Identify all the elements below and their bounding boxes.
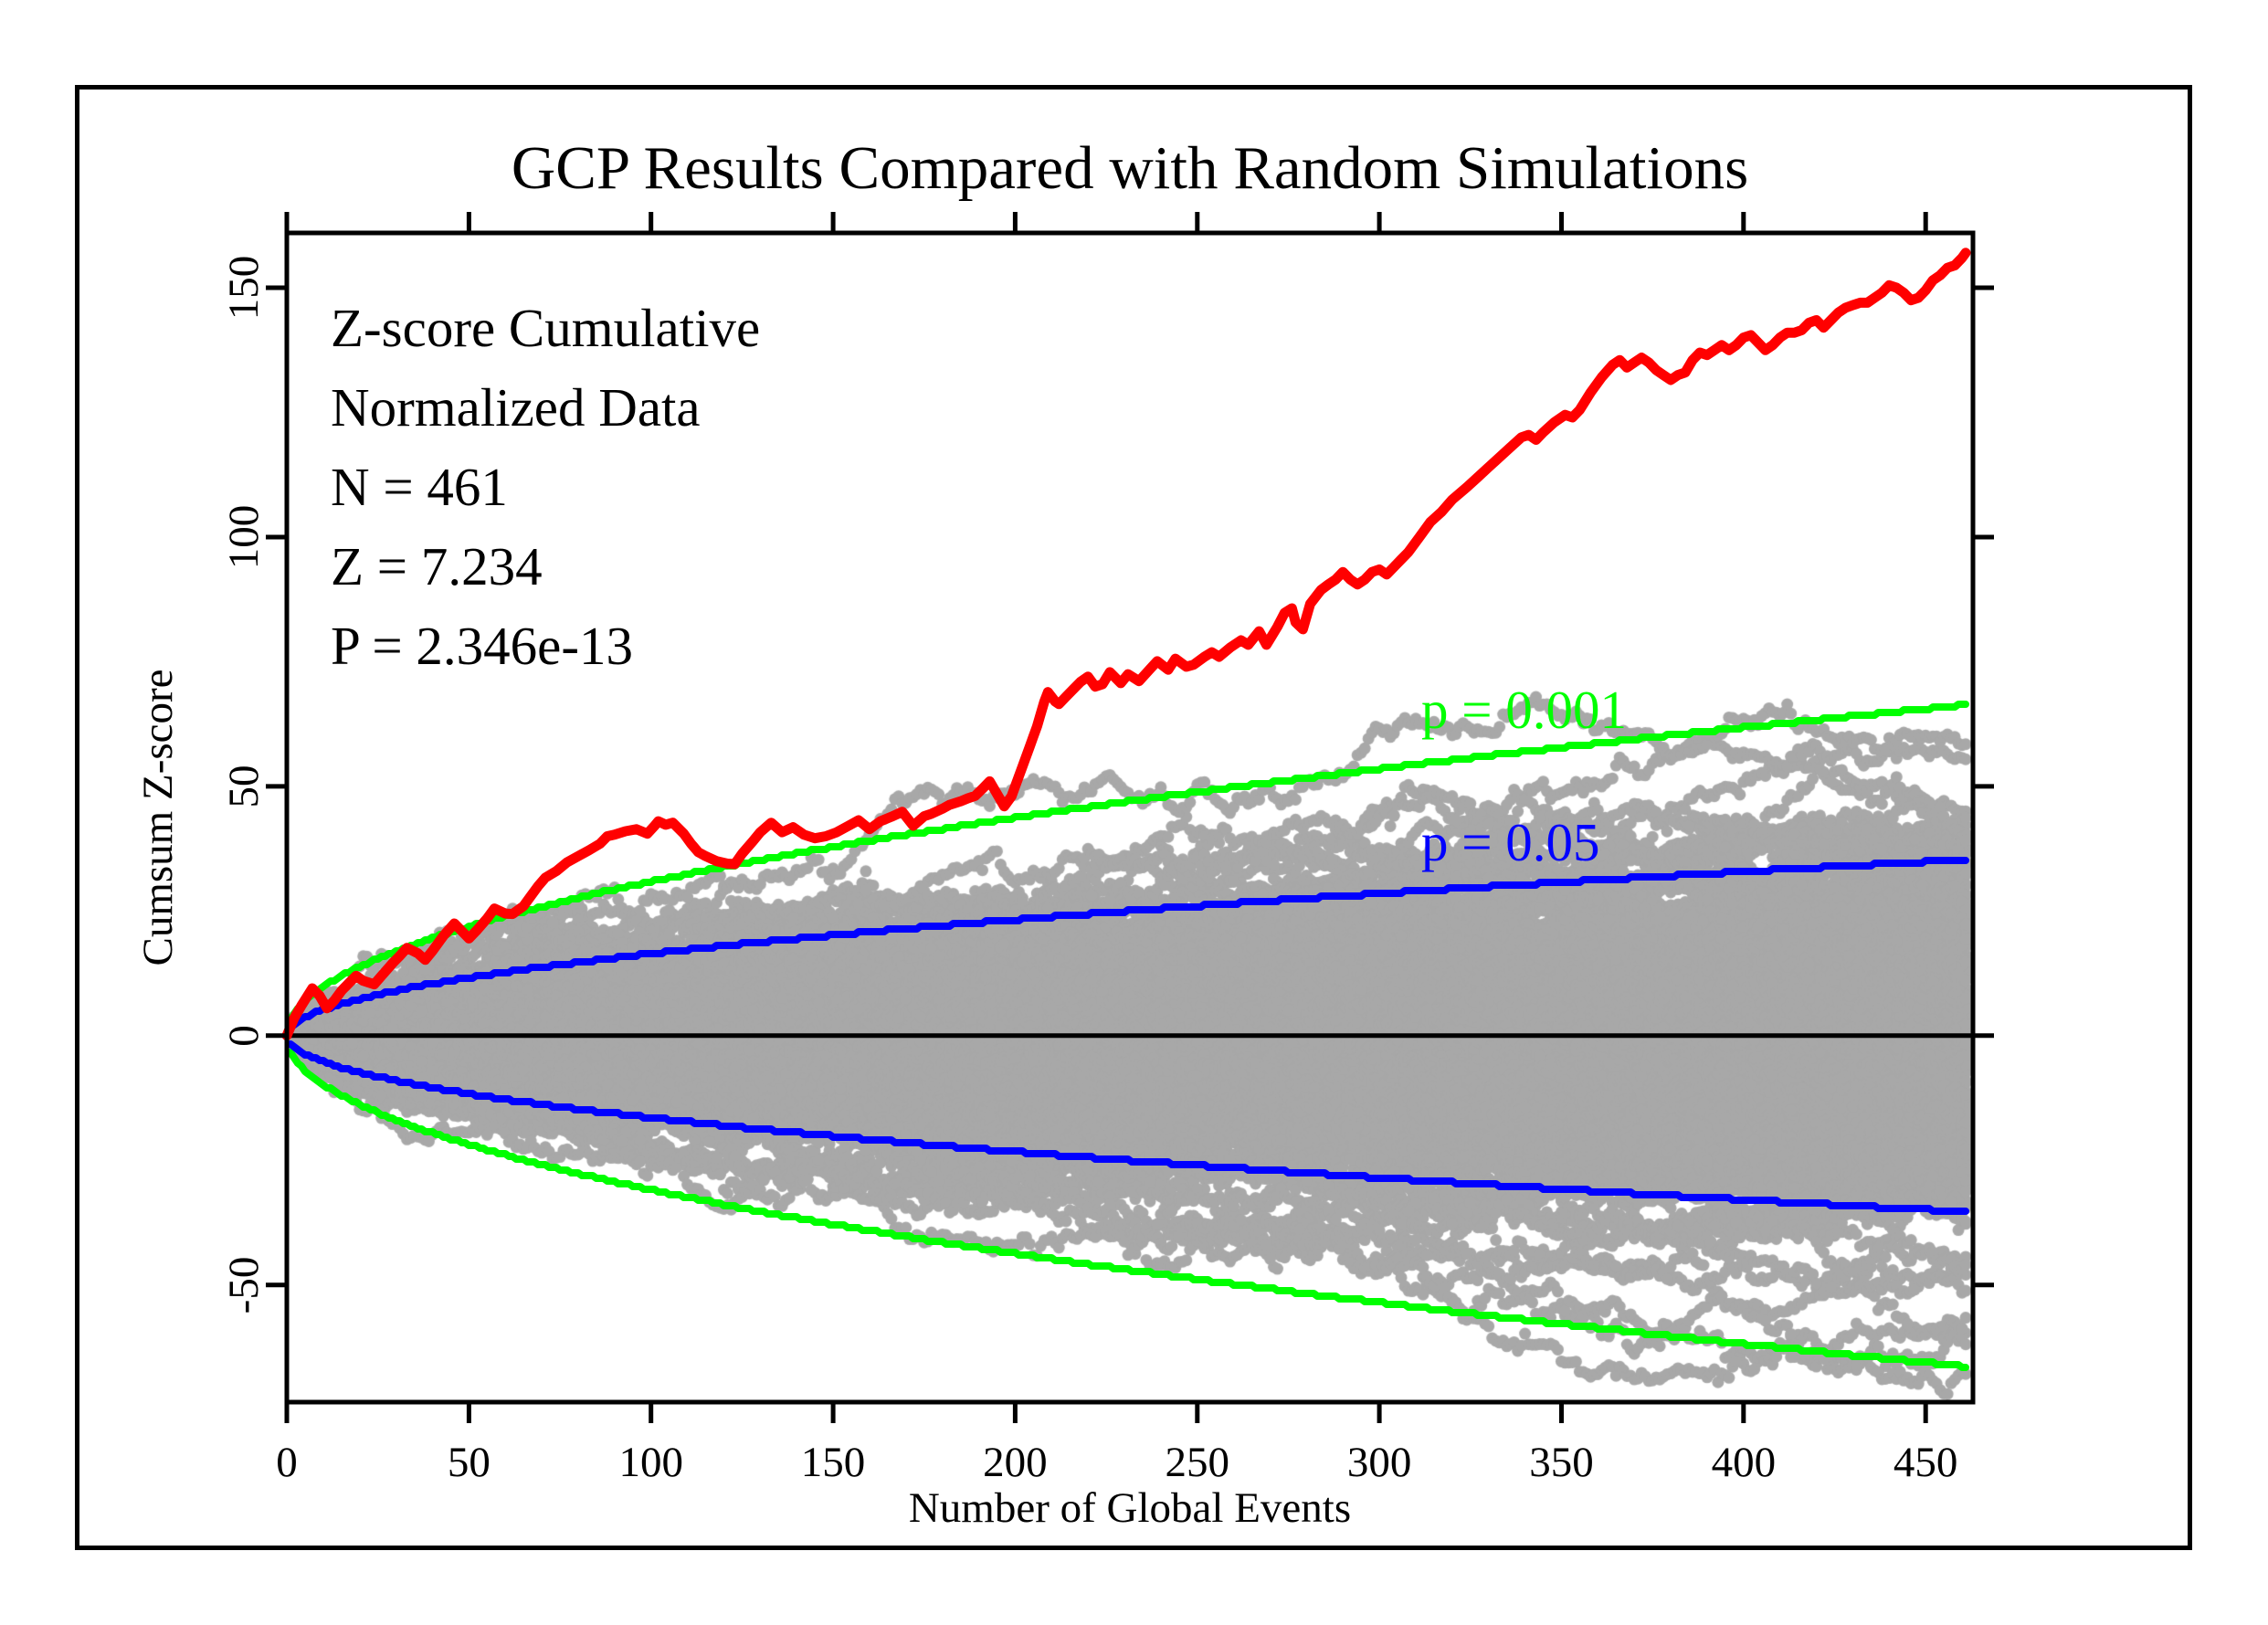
x-tick-label: 250 [1165,1439,1230,1486]
x-tick-label: 50 [447,1439,491,1486]
y-tick-label: 0 [220,1025,268,1047]
x-tick-label: 350 [1529,1439,1594,1486]
envelope-p05-lower [287,1040,1969,1215]
y-tick-label: 100 [220,504,268,570]
y-axis-title: Cumsum Z-score [134,669,182,966]
annotation-line-2: Normalized Data [331,377,701,438]
x-axis-title: Number of Global Events [908,1484,1352,1532]
annotation-block: Z-score Cumulative Normalized Data N = 4… [331,289,760,686]
envelope-p001-upper [287,701,1969,1023]
y-tick-label: 150 [220,255,268,321]
plot-box [284,230,1976,1405]
figure-border [75,85,2192,1550]
x-tick-label: 100 [618,1439,683,1486]
x-tick-label: 150 [800,1439,866,1486]
y-tick-label: 50 [220,765,268,808]
envelope-p05-upper [287,857,1969,1031]
y-tick-label: -50 [220,1256,268,1314]
annotation-line-1: Z-score Cumulative [331,298,761,358]
x-tick-label: 0 [276,1439,298,1486]
gcp-cumulative-line [281,248,1971,1041]
p-001-envelope-label: p = 0.001 [1421,680,1628,740]
annotation-line-3: N = 461 [331,457,508,517]
simulation-cloud-canvas [287,233,1973,1402]
annotation-line-4: Z = 7.234 [331,536,543,596]
x-tick-label: 300 [1346,1439,1412,1486]
x-tick-label: 200 [983,1439,1048,1486]
x-tick-label: 400 [1711,1439,1777,1486]
envelope-p001-lower [287,1049,1969,1371]
annotation-line-5: P = 2.346e-13 [331,616,633,676]
chart-title: GCP Results Compared with Random Simulat… [511,134,1749,202]
p-05-envelope-label: p = 0.05 [1421,812,1600,872]
x-tick-label: 450 [1893,1439,1958,1486]
